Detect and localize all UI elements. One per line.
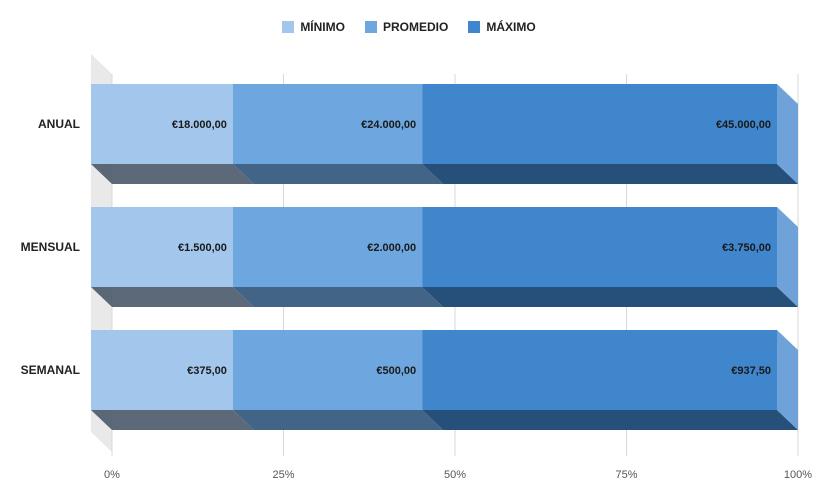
- bar-segment: [91, 330, 233, 410]
- legend-label-promedio: PROMEDIO: [382, 20, 449, 34]
- legend-swatch-minimo: [282, 21, 295, 33]
- category-labels: ANUAL MENSUAL SEMANAL: [21, 117, 80, 377]
- data-label: €24.000,00: [361, 119, 416, 131]
- data-label: €937,50: [731, 365, 771, 377]
- x-tick-label: 50%: [444, 469, 466, 481]
- bar-bottom-face: [232, 287, 444, 307]
- data-label: €2.000,00: [367, 242, 416, 254]
- data-label: €45.000,00: [716, 119, 771, 131]
- bar-end-face: [777, 84, 798, 184]
- bar-segment: [422, 207, 777, 287]
- legend-label-maximo: MÁXIMO: [486, 20, 536, 34]
- data-label: €1.500,00: [178, 242, 227, 254]
- bar-segment: [422, 330, 777, 410]
- legend-label-minimo: MÍNIMO: [300, 20, 345, 34]
- legend: MÍNIMO PROMEDIO MÁXIMO: [0, 20, 818, 34]
- data-label: €375,00: [187, 365, 227, 377]
- x-tick-label: 100%: [784, 469, 812, 481]
- bar-bottom-face: [422, 410, 798, 430]
- category-label: SEMANAL: [21, 363, 80, 377]
- legend-item-promedio[interactable]: PROMEDIO: [364, 20, 449, 34]
- bar-end-face: [777, 207, 798, 307]
- bar-segment: [422, 84, 777, 164]
- category-label: MENSUAL: [21, 240, 80, 254]
- bar-bottom-face: [232, 164, 444, 184]
- legend-item-minimo[interactable]: MÍNIMO: [282, 20, 345, 34]
- bar-group-mensual: €1.500,00 €2.000,00 €3.750,00: [91, 207, 798, 307]
- bar-group-anual: €18.000,00 €24.000,00 €45.000,00: [91, 84, 798, 184]
- bar-end-face: [777, 330, 798, 430]
- legend-item-maximo[interactable]: MÁXIMO: [468, 20, 536, 34]
- bar-bottom-face: [422, 164, 798, 184]
- data-label: €3.750,00: [722, 242, 771, 254]
- x-tick-label: 0%: [104, 469, 120, 481]
- bar-bottom-face: [91, 164, 254, 184]
- data-label: €500,00: [376, 365, 416, 377]
- x-tick-label: 75%: [615, 469, 637, 481]
- bar-group-semanal: €375,00 €500,00 €937,50: [91, 330, 798, 430]
- legend-swatch-maximo: [468, 21, 481, 33]
- category-label: ANUAL: [38, 117, 80, 131]
- bar-segment: [91, 207, 233, 287]
- data-label: €18.000,00: [172, 119, 227, 131]
- bar-segment: [232, 330, 423, 410]
- legend-swatch-promedio: [364, 21, 377, 33]
- bar-segment: [232, 84, 423, 164]
- bar-bottom-face: [232, 410, 444, 430]
- bar-bottom-face: [91, 287, 254, 307]
- x-tick-label: 25%: [272, 469, 294, 481]
- x-tick-labels: 0% 25% 50% 75% 100%: [104, 469, 812, 481]
- bar-bottom-face: [422, 287, 798, 307]
- bar-segment: [232, 207, 423, 287]
- bars: €18.000,00 €24.000,00 €45.000,00€1.500,00 €…: [91, 84, 798, 430]
- bar-bottom-face: [91, 410, 254, 430]
- bar-segment: [91, 84, 233, 164]
